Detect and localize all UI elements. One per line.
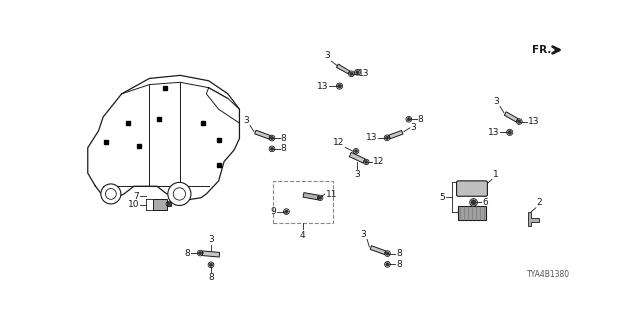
Text: 8: 8 [396, 249, 402, 258]
Polygon shape [255, 130, 271, 139]
Text: 11: 11 [326, 189, 337, 198]
Circle shape [365, 160, 368, 164]
FancyBboxPatch shape [153, 199, 167, 210]
Text: 3: 3 [411, 124, 417, 132]
Text: 8: 8 [280, 144, 286, 153]
Text: 8: 8 [184, 249, 190, 258]
Text: 4: 4 [300, 231, 305, 240]
Circle shape [355, 150, 358, 153]
Text: 8: 8 [280, 133, 286, 143]
Circle shape [471, 200, 476, 205]
Text: 13: 13 [365, 133, 377, 142]
Text: 3: 3 [208, 235, 214, 244]
Circle shape [386, 263, 389, 266]
Text: 6: 6 [482, 198, 488, 207]
Circle shape [106, 188, 116, 199]
Text: 3: 3 [324, 51, 330, 60]
Circle shape [338, 84, 342, 88]
Circle shape [285, 210, 288, 213]
Circle shape [168, 182, 191, 205]
Text: 3: 3 [243, 116, 249, 124]
Text: 3: 3 [355, 170, 360, 179]
Circle shape [319, 196, 322, 199]
Text: 3: 3 [360, 229, 366, 238]
Text: 9: 9 [271, 207, 276, 216]
Circle shape [518, 120, 521, 123]
Circle shape [209, 263, 212, 267]
FancyBboxPatch shape [456, 181, 488, 196]
Circle shape [270, 136, 274, 140]
Circle shape [173, 188, 186, 200]
Circle shape [198, 252, 202, 255]
Text: 13: 13 [528, 117, 540, 126]
Bar [167, 202, 171, 206]
Text: 12: 12 [333, 138, 344, 147]
Circle shape [407, 117, 410, 121]
Text: FR.: FR. [532, 45, 551, 55]
Circle shape [167, 203, 170, 205]
Text: TYA4B1380: TYA4B1380 [527, 270, 570, 279]
Text: 13: 13 [358, 69, 370, 78]
Text: 8: 8 [208, 273, 214, 282]
Text: 8: 8 [396, 260, 402, 269]
Polygon shape [504, 112, 518, 122]
Text: 8: 8 [417, 115, 423, 124]
Text: 1: 1 [493, 170, 499, 179]
Polygon shape [370, 246, 386, 255]
Circle shape [101, 184, 121, 204]
Bar [273, 181, 333, 223]
Circle shape [385, 136, 388, 140]
Text: 2: 2 [537, 198, 542, 207]
FancyBboxPatch shape [458, 206, 486, 220]
Polygon shape [337, 64, 350, 74]
Circle shape [508, 131, 511, 134]
Text: 13: 13 [317, 82, 328, 91]
Polygon shape [303, 193, 319, 200]
Text: 3: 3 [493, 97, 499, 106]
Circle shape [349, 72, 353, 76]
Text: 13: 13 [488, 128, 500, 137]
Text: 5: 5 [439, 193, 445, 202]
Polygon shape [202, 251, 220, 257]
Text: 10: 10 [128, 200, 140, 209]
Text: 12: 12 [373, 157, 385, 166]
Text: 7: 7 [134, 192, 140, 201]
Circle shape [386, 252, 389, 255]
Circle shape [270, 147, 274, 150]
Polygon shape [528, 212, 539, 226]
Polygon shape [388, 131, 403, 139]
Polygon shape [349, 152, 365, 163]
Circle shape [356, 71, 359, 74]
